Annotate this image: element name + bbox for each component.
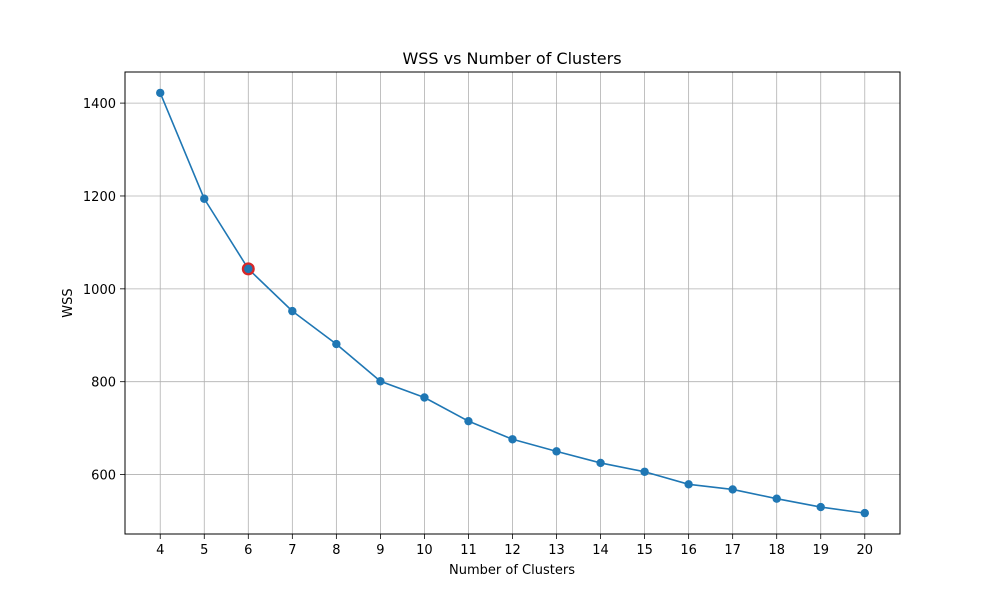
data-point [508,435,517,444]
data-point [860,508,869,518]
y-axis: 600 800 1000 1200 1400 [83,97,125,484]
data-point [684,480,693,489]
grid-lines [125,72,900,534]
y-tick-label: 1200 [83,190,116,205]
highlight-layer [241,262,255,276]
x-tick-label: 20 [856,543,873,558]
data-point [156,88,165,98]
x-tick-label: 7 [288,543,296,558]
data-point [552,447,561,456]
x-tick-label: 6 [244,543,252,558]
x-tick-label: 9 [376,543,384,558]
x-tick-label: 11 [460,543,477,558]
y-axis-label: WSS [61,288,76,317]
x-tick-label: 12 [504,543,521,558]
x-tick-label: 5 [200,543,208,558]
x-tick-label: 14 [592,543,609,558]
y-tick-label: 800 [91,376,116,391]
y-tick-label: 1400 [83,97,116,112]
data-point [288,306,297,316]
data-point [816,502,825,512]
data-point [772,494,781,503]
x-tick-label: 10 [416,543,433,558]
x-tick-label: 15 [636,543,653,558]
y-tick-label: 600 [91,469,116,484]
y-tick-label: 1000 [83,283,116,298]
x-tick-label: 17 [724,543,741,558]
data-point [728,485,737,494]
data-point [376,377,385,386]
x-tick-label: 4 [156,543,164,558]
x-tick-label: 8 [332,543,340,558]
data-point [332,339,341,349]
x-axis: 4 5 6 7 8 9 10 11 12 13 14 15 16 17 18 19 20 [156,534,873,558]
chart-title: WSS vs Number of Clusters [402,49,621,68]
data-point [200,194,209,203]
data-point [640,467,649,476]
series-wss [156,88,869,518]
data-point [420,393,429,402]
x-tick-label: 16 [680,543,697,558]
x-tick-label: 18 [768,543,785,558]
x-axis-label: Number of Clusters [449,563,575,578]
data-point [464,416,473,426]
data-point [596,458,605,468]
x-tick-label: 19 [812,543,829,558]
highlight-inner-point [244,264,253,274]
x-tick-label: 13 [548,543,565,558]
